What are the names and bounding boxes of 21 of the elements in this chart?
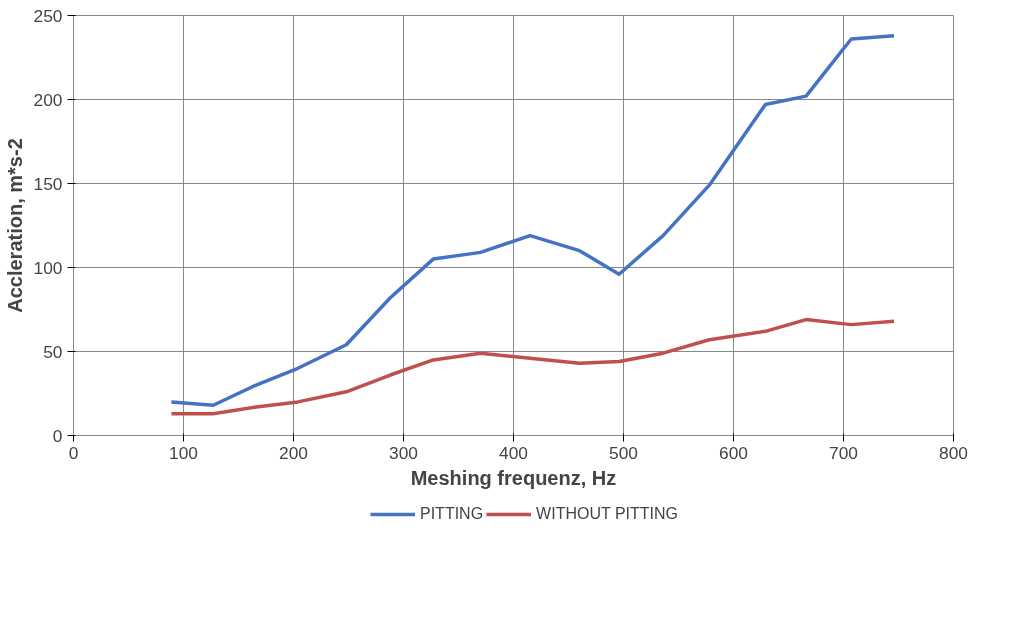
line-series	[169, 317, 896, 416]
x-tick-label: 200	[279, 442, 308, 463]
x-tick-label: 100	[169, 442, 198, 463]
legend-label: WITHOUT PITTING	[536, 504, 679, 523]
x-tick-label: 800	[939, 442, 968, 463]
legend-label: PITTING	[419, 504, 484, 523]
y-tick-label: 0	[52, 425, 63, 446]
x-tick-label: 0	[68, 442, 79, 463]
x-axis-title: Meshing frequenz, Hz	[410, 466, 617, 489]
y-axis-title: Accleration, m*s-2	[3, 138, 26, 313]
x-tick-label: 700	[829, 442, 858, 463]
line-series	[169, 33, 896, 408]
y-tick-label: 150	[33, 173, 63, 194]
y-tick-label: 200	[33, 89, 63, 110]
x-tick-label: 500	[609, 442, 638, 463]
x-tick-label: 400	[499, 442, 528, 463]
x-tick-label: 600	[719, 442, 748, 463]
x-tick-label: 300	[389, 442, 418, 463]
y-tick-label: 250	[33, 5, 63, 26]
y-tick-label: 50	[43, 341, 63, 362]
y-tick-label: 100	[33, 257, 63, 278]
